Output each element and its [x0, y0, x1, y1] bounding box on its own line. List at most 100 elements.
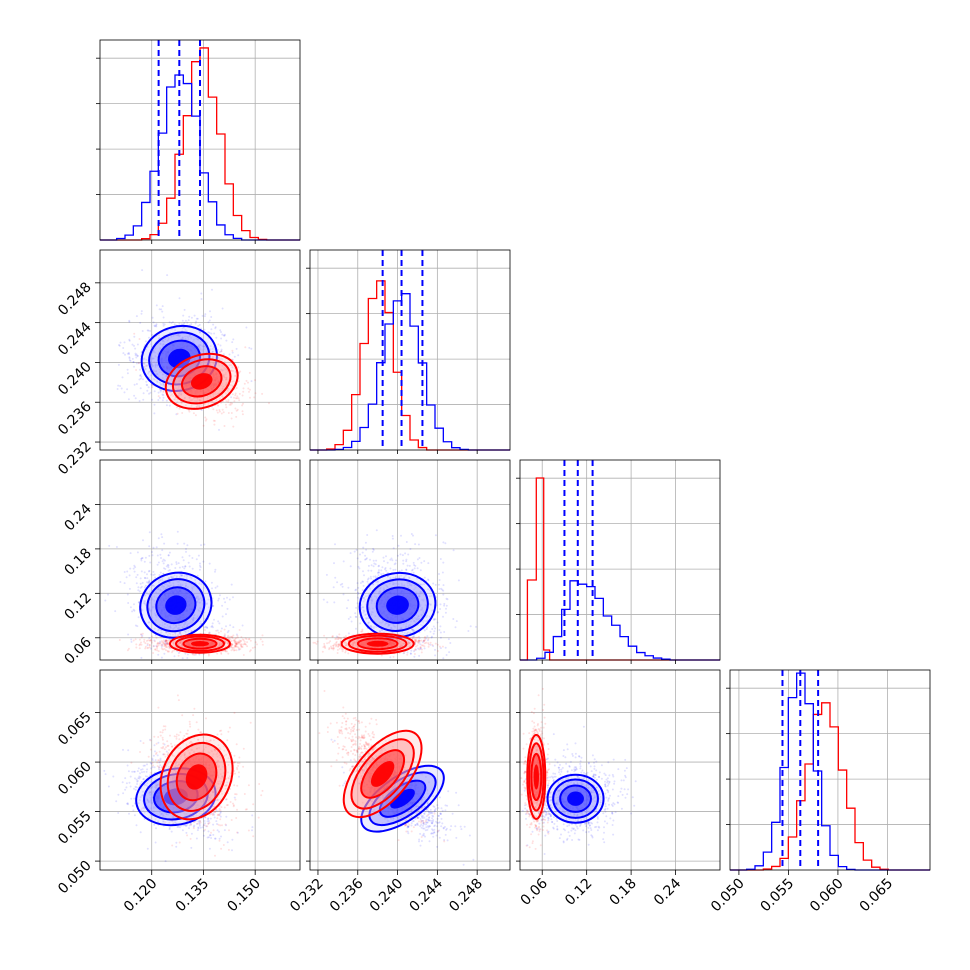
scatter-point [244, 346, 247, 349]
scatter-point [357, 586, 360, 589]
scatter-point [146, 642, 149, 645]
scatter-point [200, 544, 202, 547]
scatter-point [188, 335, 191, 338]
scatter-point [227, 412, 230, 414]
scatter-point [228, 403, 231, 406]
scatter-point [233, 355, 236, 358]
scatter-point [127, 351, 130, 354]
scatter-point [338, 647, 341, 650]
scatter-point [347, 617, 350, 620]
scatter-point [221, 358, 224, 361]
scatter-point [409, 652, 412, 655]
scatter-point [161, 340, 164, 343]
scatter-point [180, 323, 183, 326]
scatter-point [225, 339, 228, 342]
scatter-point [223, 334, 226, 337]
scatter-point [134, 352, 137, 355]
scatter-point [204, 416, 207, 419]
scatter-point [159, 388, 162, 391]
scatter-point [148, 531, 151, 534]
scatter-point [247, 638, 250, 641]
scatter-point [147, 639, 150, 642]
scatter-point [398, 570, 401, 573]
scatter-point [230, 417, 233, 420]
scatter-point [197, 345, 200, 348]
scatter-point [118, 344, 121, 347]
scatter-point [370, 577, 373, 580]
scatter-point [475, 625, 477, 628]
scatter-point [157, 399, 160, 401]
scatter-point [188, 315, 191, 318]
scatter-point [219, 344, 222, 347]
scatter-point [119, 341, 122, 344]
scatter-point [188, 565, 191, 568]
scatter-point [211, 625, 214, 627]
scatter-point [199, 562, 201, 565]
scatter-point [442, 657, 445, 660]
scatter-point [432, 632, 435, 635]
scatter-point [147, 570, 150, 573]
scatter-point [346, 607, 348, 610]
scatter-point [391, 537, 394, 540]
scatter-point [181, 327, 184, 330]
scatter-point [148, 637, 151, 640]
scatter-point [250, 347, 253, 350]
scatter-point [128, 587, 131, 590]
scatter-point [249, 639, 252, 642]
scatter-point [163, 559, 166, 562]
scatter-point [347, 586, 350, 589]
scatter-point [127, 602, 130, 604]
scatter-point [229, 624, 232, 627]
scatter-point [363, 574, 365, 577]
scatter-point [162, 384, 165, 387]
scatter-point [202, 356, 205, 359]
scatter-point [133, 609, 136, 612]
scatter-point [118, 344, 120, 346]
scatter-point [382, 556, 385, 559]
scatter-point [177, 333, 180, 336]
scatter-point [356, 596, 359, 599]
scatter-point [197, 345, 200, 348]
scatter-point [165, 639, 168, 642]
scatter-point [204, 625, 207, 628]
scatter-point [123, 571, 126, 573]
scatter-point [153, 403, 156, 406]
scatter-point [139, 582, 142, 585]
scatter-point [201, 314, 204, 317]
scatter-point [141, 269, 144, 272]
scatter-point [409, 548, 412, 550]
scatter-point [221, 333, 224, 336]
scatter-point [212, 604, 215, 607]
scatter-point [137, 601, 140, 604]
scatter-point [416, 567, 419, 570]
scatter-point [137, 362, 140, 364]
panel-frame [519, 459, 721, 661]
scatter-point [188, 396, 191, 399]
scatter-point [250, 380, 253, 383]
scatter-point [159, 342, 162, 345]
scatter-point [220, 627, 223, 630]
scatter-point [469, 625, 472, 628]
scatter-point [236, 636, 239, 639]
scatter-point [128, 320, 131, 323]
scatter-point [145, 383, 148, 386]
scatter-point [176, 530, 179, 533]
scatter-point [211, 288, 213, 291]
scatter-point [182, 314, 185, 317]
scatter-point [183, 542, 186, 545]
scatter-point [425, 628, 428, 631]
scatter-point [438, 579, 441, 581]
scatter-point [153, 324, 156, 327]
scatter-point [123, 391, 126, 394]
scatter-point [235, 387, 238, 389]
scatter-point [162, 396, 165, 399]
scatter-point [104, 599, 107, 602]
scatter-point [208, 632, 211, 635]
scatter-point [203, 629, 206, 631]
scatter-point [213, 332, 216, 335]
scatter-point [146, 384, 149, 387]
scatter-point [210, 581, 213, 584]
scatter-point [216, 411, 219, 414]
scatter-point [133, 332, 136, 335]
scatter-point [146, 329, 149, 332]
